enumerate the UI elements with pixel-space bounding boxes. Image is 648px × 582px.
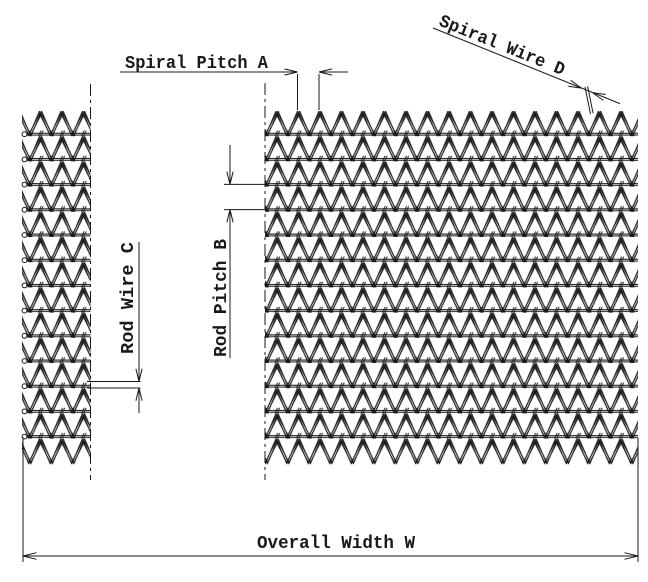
dimension-spiral-pitch-a [120,68,348,110]
dimension-rod-pitch-b [224,145,266,358]
dim-b-ticks [224,183,266,211]
dim-c-ticks [87,381,141,389]
label-overall-width-w: Overall Width W [257,534,415,554]
dim-w-extension-lines [22,437,639,562]
dimension-overall-width-w [22,437,639,562]
label-spiral-pitch-a: Spiral Pitch A [125,54,268,74]
label-rod-pitch-b: Rod Pitch B [212,239,232,357]
dimension-rod-wire-c [87,242,143,413]
label-spiral-wire-d: Spiral Wire D [436,12,568,81]
wire-end-loops [21,131,28,440]
dimension-spiral-wire-d [432,27,621,115]
mesh-left-strip [21,111,91,465]
label-rod-wire-c: Rod Wire C [119,242,139,354]
mesh-right-panel [265,111,638,465]
dim-a-arrowheads [284,68,333,76]
dim-b-arrowheads [226,171,234,223]
dim-d-arrowheads [568,79,606,101]
dim-c-arrowheads [135,368,143,401]
dim-a-extension-lines [297,74,320,110]
dim-w-arrowheads [22,552,639,560]
break-centerlines [90,83,266,480]
dim-d-wire-segment [584,86,594,115]
